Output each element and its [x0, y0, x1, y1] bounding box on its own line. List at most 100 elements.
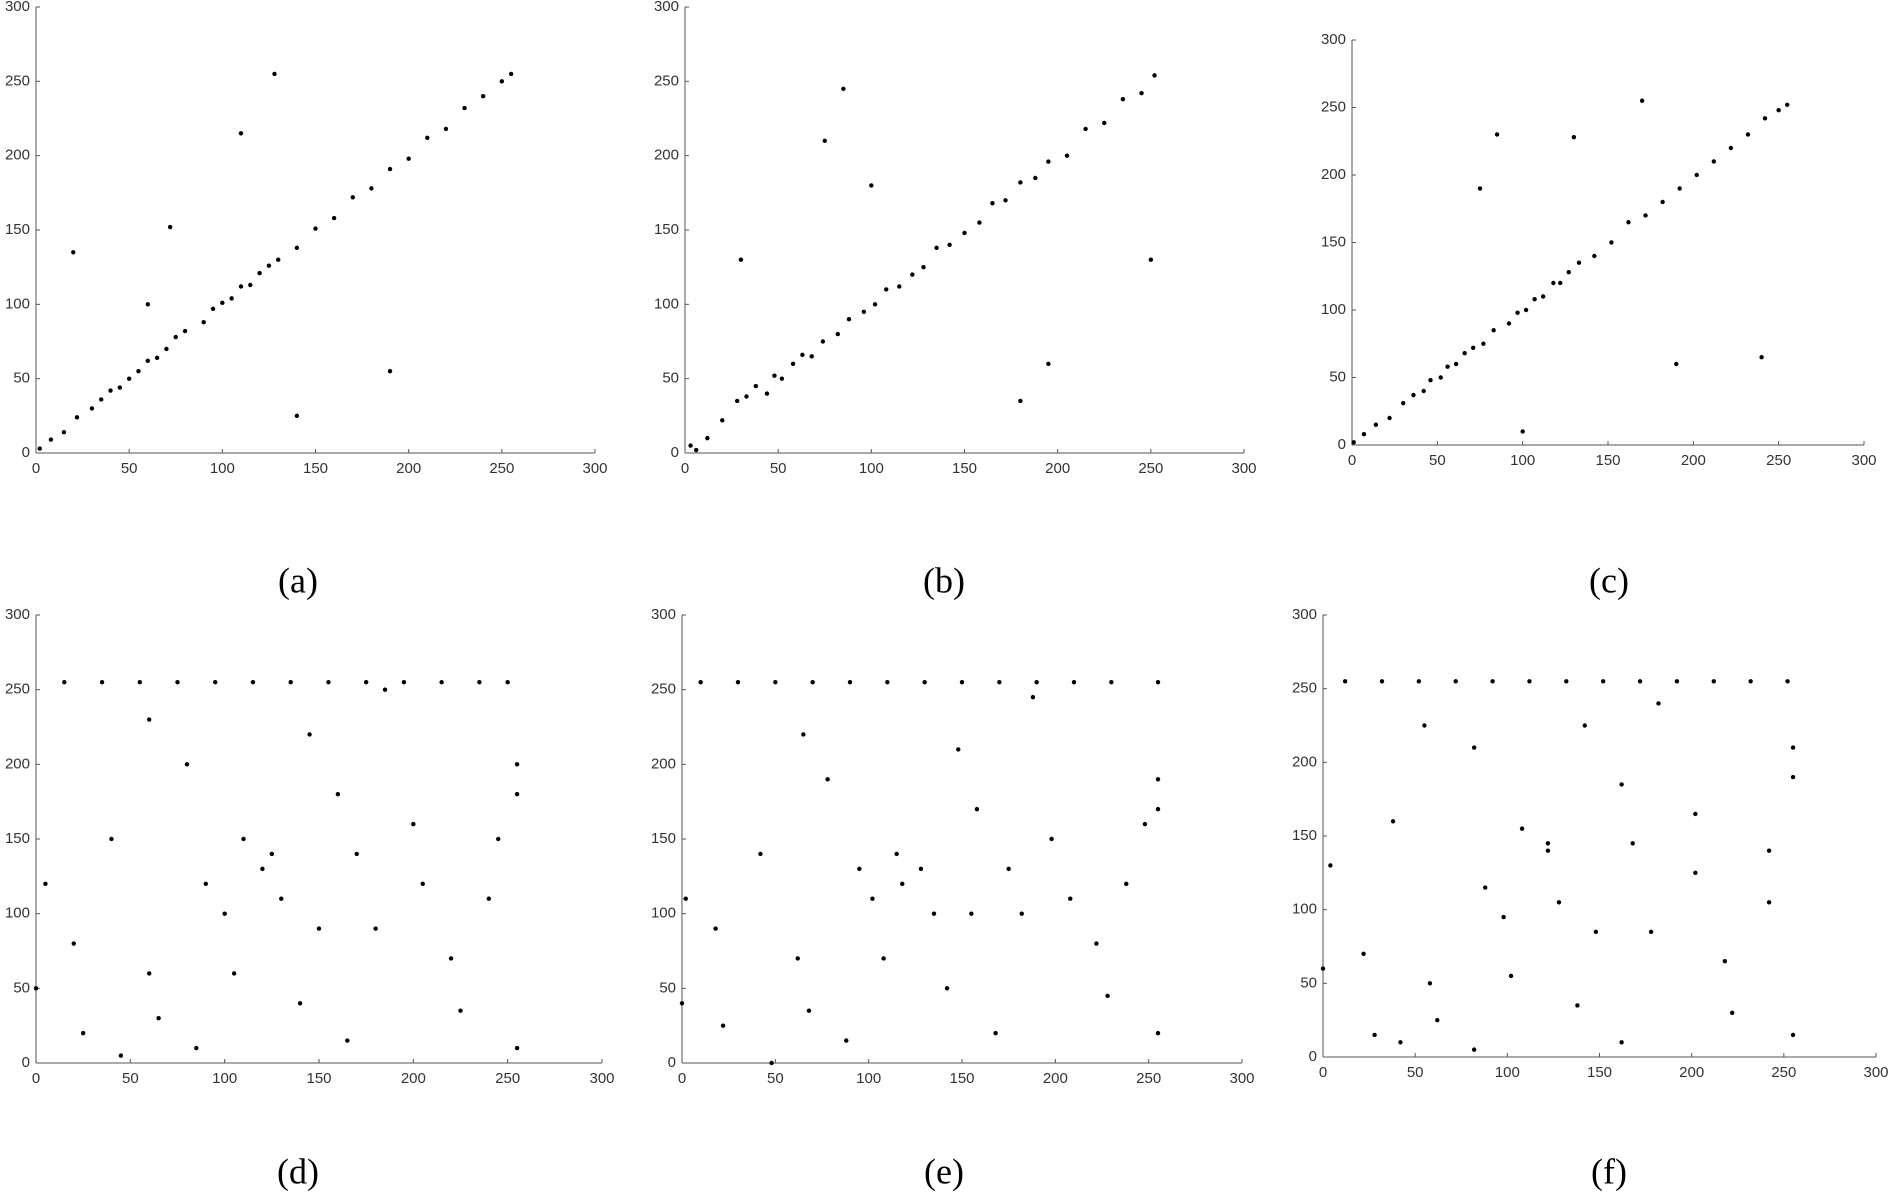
y-tick-label: 0 [22, 444, 30, 461]
y-tick-label: 50 [662, 370, 679, 387]
point [1619, 1040, 1624, 1045]
point [276, 257, 281, 262]
point [238, 131, 244, 136]
point [1342, 679, 1348, 684]
point [369, 186, 374, 191]
point [229, 296, 234, 301]
point [175, 680, 180, 685]
point [1506, 321, 1512, 326]
x-tick-label: 250 [1766, 452, 1791, 469]
point [335, 792, 341, 797]
point [486, 896, 491, 901]
point [1491, 328, 1496, 333]
x-tick-label: 50 [121, 460, 138, 477]
point [331, 215, 337, 221]
point [145, 302, 150, 307]
point [683, 896, 688, 901]
point [1575, 1003, 1580, 1008]
point [1481, 341, 1486, 346]
point [809, 354, 814, 359]
point [496, 836, 501, 842]
x-tick-label: 150 [303, 460, 328, 477]
point [1139, 91, 1144, 96]
point [990, 201, 995, 206]
point [1328, 863, 1333, 868]
point [505, 680, 510, 685]
point [201, 319, 206, 325]
point [884, 287, 889, 292]
x-tick-label: 50 [1407, 1064, 1424, 1081]
point [1508, 973, 1514, 979]
point [1520, 429, 1525, 434]
point [1351, 440, 1356, 445]
point [425, 135, 430, 141]
y-tick-label: 300 [654, 0, 679, 15]
point [1006, 866, 1011, 872]
point [1471, 1047, 1477, 1052]
point [401, 680, 407, 685]
x-tick-label: 50 [767, 1070, 784, 1087]
x-tick-label: 150 [949, 1070, 974, 1087]
y-tick-label: 200 [654, 147, 679, 164]
point [48, 437, 54, 442]
y-tick-label: 150 [5, 830, 30, 847]
y-tick-label: 100 [5, 295, 30, 312]
point [1003, 198, 1008, 203]
point [1018, 180, 1023, 185]
y-tick-label: 0 [22, 1054, 30, 1071]
point [89, 406, 95, 411]
point [870, 896, 875, 901]
point [1033, 175, 1038, 181]
point [1398, 1040, 1403, 1045]
y-tick-label: 250 [5, 72, 30, 89]
point [1049, 836, 1054, 842]
point [1674, 361, 1679, 367]
x-tick-label: 100 [1510, 452, 1535, 469]
point [154, 355, 160, 361]
x-tick-label: 0 [1319, 1064, 1327, 1081]
point [1759, 355, 1764, 360]
point [167, 224, 173, 230]
point [977, 220, 982, 225]
point [266, 263, 272, 268]
point [279, 896, 284, 901]
point [182, 328, 188, 334]
point [1427, 981, 1433, 986]
point [1142, 821, 1148, 827]
point [705, 435, 710, 441]
x-tick-label: 50 [122, 1070, 139, 1087]
point [744, 394, 749, 399]
point [1083, 126, 1088, 132]
x-tick-label: 0 [678, 1070, 686, 1087]
point [61, 429, 67, 435]
y-tick-label: 50 [13, 979, 30, 996]
point [1046, 159, 1051, 164]
point [297, 1001, 303, 1006]
x-tick-label: 250 [1138, 460, 1163, 477]
x-tick-label: 200 [1681, 452, 1706, 469]
point [1421, 388, 1426, 394]
point [269, 851, 275, 857]
point [822, 138, 827, 143]
point [679, 1001, 685, 1006]
y-tick-label: 300 [1292, 606, 1317, 623]
x-tick-label: 250 [489, 460, 514, 477]
y-tick-label: 50 [1300, 974, 1317, 991]
point [117, 385, 123, 390]
point [1523, 307, 1529, 313]
point [806, 1008, 812, 1013]
point [974, 806, 980, 812]
point [846, 317, 852, 322]
point [1619, 782, 1624, 787]
y-tick-label: 300 [651, 606, 676, 623]
point [1592, 253, 1597, 259]
y-tick-label: 200 [5, 147, 30, 164]
point [210, 306, 216, 311]
x-tick-label: 150 [1587, 1064, 1612, 1081]
point [910, 272, 915, 277]
panel-caption: (d) [277, 1151, 319, 1191]
point [1462, 351, 1467, 356]
point [1693, 811, 1698, 817]
point [80, 1030, 86, 1036]
x-tick-label: 150 [1595, 452, 1620, 469]
